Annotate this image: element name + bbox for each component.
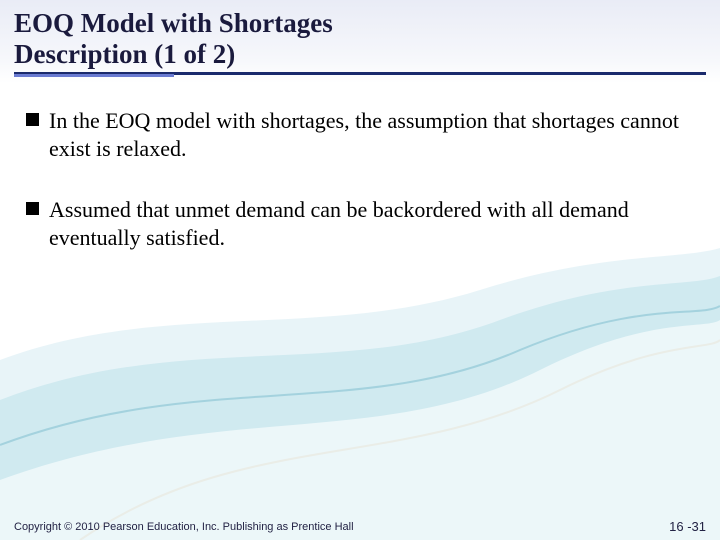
square-bullet-icon	[26, 202, 39, 215]
list-item: Assumed that unmet demand can be backord…	[26, 196, 698, 251]
slide-body: In the EOQ model with shortages, the ass…	[0, 83, 720, 251]
title-line-1: EOQ Model with Shortages	[14, 8, 333, 38]
slide-header: EOQ Model with Shortages Description (1 …	[0, 0, 720, 83]
slide-footer: Copyright © 2010 Pearson Education, Inc.…	[14, 519, 706, 534]
title-line-2: Description (1 of 2)	[14, 39, 235, 69]
square-bullet-icon	[26, 113, 39, 126]
page-number: 16 -31	[669, 519, 706, 534]
bullet-text: Assumed that unmet demand can be backord…	[49, 196, 698, 251]
title-underline	[14, 72, 706, 77]
copyright-text: Copyright © 2010 Pearson Education, Inc.…	[14, 521, 354, 534]
list-item: In the EOQ model with shortages, the ass…	[26, 107, 698, 162]
bullet-text: In the EOQ model with shortages, the ass…	[49, 107, 698, 162]
slide-title: EOQ Model with Shortages Description (1 …	[14, 8, 706, 70]
